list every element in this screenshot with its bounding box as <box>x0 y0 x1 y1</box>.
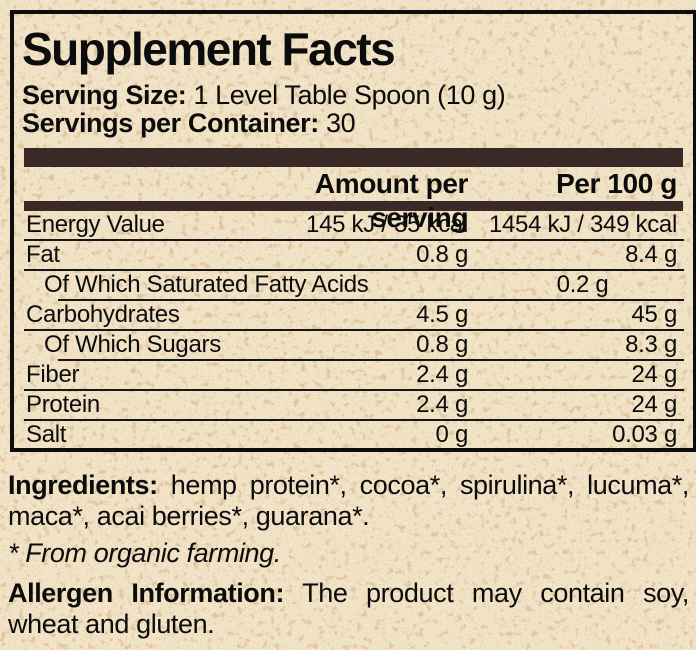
nutrient-amount-per100: 24 g <box>631 361 677 388</box>
table-row-fat: Fat 0.8 g 8.4 g <box>20 241 687 269</box>
nutrient-amount-serving: 0.8 g <box>416 331 468 358</box>
serving-size-line: Serving Size: 1 Level Table Spoon (10 g) <box>20 81 687 109</box>
facts-box: Supplement Facts Serving Size: 1 Level T… <box>10 10 696 452</box>
table-row-sugars: Of Which Sugars 0.8 g 8.3 g <box>20 331 687 359</box>
nutrient-name: Carbohydrates <box>26 301 180 328</box>
nutrient-amount-per100: 1454 kJ / 349 kcal <box>488 211 677 238</box>
nutrient-amount-serving: 2.4 g <box>416 391 468 418</box>
table-row-salt: Salt 0 g 0.03 g <box>20 421 687 449</box>
nutrient-amount-per100: 0.03 g <box>612 421 677 448</box>
nutrient-name: Fat <box>26 241 60 268</box>
ingredients-label: Ingredients: <box>8 470 158 500</box>
divider-bar-thin <box>24 201 683 211</box>
nutrient-name: Of Which Saturated Fatty Acids <box>44 271 369 298</box>
nutrient-name: Salt <box>26 421 67 448</box>
row-divider <box>24 419 684 421</box>
table-row-fiber: Fiber 2.4 g 24 g <box>20 361 687 389</box>
nutrient-name: Energy Value <box>26 211 165 238</box>
table-row-energy: Energy Value 145 kJ / 35 kcal 1454 kJ / … <box>20 211 687 239</box>
nutrient-amount-per100: 45 g <box>631 301 677 328</box>
nutrient-amount-serving: 145 kJ / 35 kcal <box>306 211 468 238</box>
facts-title: Supplement Facts <box>22 23 396 75</box>
nutrient-amount-per100: 2.2 g <box>608 271 696 299</box>
nutrient-name: Protein <box>26 391 100 418</box>
nutrient-amount-per100: 8.4 g <box>625 241 677 268</box>
nutrient-amount-serving: 0.8 g <box>416 241 468 268</box>
header-amount-per-serving: Amount per serving <box>314 168 469 233</box>
allergen-text: The product may contain soy, wheat and g… <box>8 578 689 639</box>
nutrient-amount-serving: 0.2 g <box>556 271 609 298</box>
servings-per-container-value: 30 <box>318 108 356 138</box>
serving-size-label: Serving Size: <box>22 80 187 110</box>
ingredients-text: hemp protein*, cocoa*, spirulina*, lucum… <box>8 470 689 531</box>
servings-per-container-label: Servings per Container: <box>22 108 319 138</box>
nutrient-amount-serving: 4.5 g <box>416 301 468 328</box>
nutrient-name: Of Which Sugars <box>44 331 221 358</box>
serving-size-value: 1 Level Table Spoon (10 g) <box>186 80 506 110</box>
row-divider-indented <box>58 299 684 301</box>
organic-footnote: * From organic farming. <box>8 538 281 568</box>
divider-bar-thick <box>24 148 683 167</box>
header-per-100g: Per 100 g <box>556 168 677 199</box>
table-row-protein: Protein 2.4 g 24 g <box>20 391 687 419</box>
nutrient-amount-serving: 0 g <box>435 421 469 448</box>
allergen-label: Allergen Information: <box>8 578 285 608</box>
row-divider <box>24 329 684 331</box>
row-divider-indented <box>58 359 684 361</box>
nutrient-amount-serving: 2.4 g <box>416 361 468 388</box>
row-divider <box>24 239 684 241</box>
allergen-paragraph: Allergen Information: The product may co… <box>8 578 689 640</box>
table-row-carbohydrates: Carbohydrates 4.5 g 45 g <box>20 301 687 329</box>
table-header-row: Amount per serving Per 100 g <box>20 167 687 233</box>
row-divider <box>24 389 684 391</box>
nutrient-amount-per100: 24 g <box>631 391 677 418</box>
nutrient-name: Fiber <box>26 361 80 388</box>
ingredients-paragraph: Ingredients: hemp protein*, cocoa*, spir… <box>8 470 689 532</box>
nutrient-amount-per100: 8.3 g <box>625 331 677 358</box>
row-divider <box>24 269 684 271</box>
servings-per-container-line: Servings per Container: 30 <box>20 109 687 137</box>
table-row-saturated-fat: Of Which Saturated Fatty Acids 0.2 g 2.2… <box>20 271 687 299</box>
